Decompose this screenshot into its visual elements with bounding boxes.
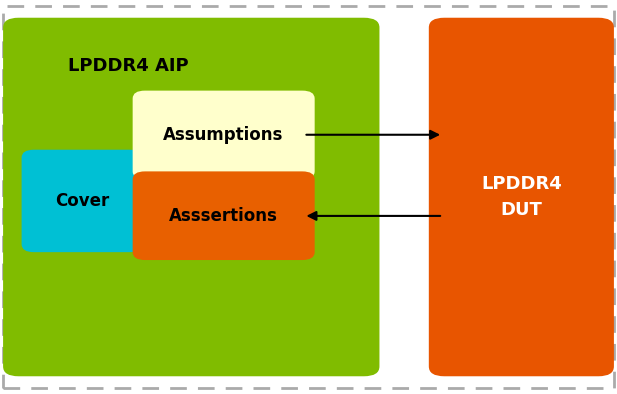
Text: LPDDR4
DUT: LPDDR4 DUT xyxy=(481,175,561,219)
Text: Asssertions: Asssertions xyxy=(169,207,278,225)
FancyBboxPatch shape xyxy=(3,6,614,388)
FancyBboxPatch shape xyxy=(3,18,379,376)
Text: LPDDR4 AIP: LPDDR4 AIP xyxy=(68,57,189,75)
FancyBboxPatch shape xyxy=(429,18,614,376)
FancyBboxPatch shape xyxy=(22,150,142,252)
Text: Cover: Cover xyxy=(55,192,109,210)
FancyBboxPatch shape xyxy=(133,171,315,260)
Text: Assumptions: Assumptions xyxy=(163,126,284,144)
FancyBboxPatch shape xyxy=(133,91,315,179)
